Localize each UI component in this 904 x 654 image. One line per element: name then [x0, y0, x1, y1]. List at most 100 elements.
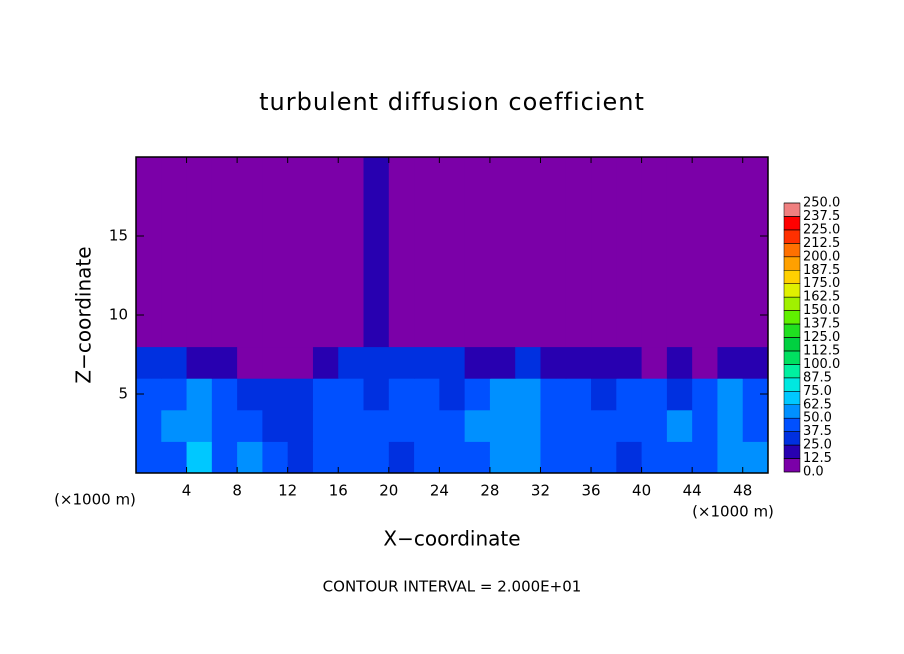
field-cell [211, 441, 238, 474]
field-cell [717, 157, 744, 348]
colorbar-label: 112.5 [803, 343, 840, 358]
field-cell [692, 346, 718, 379]
field-cell [414, 346, 440, 379]
field-cell [312, 441, 339, 474]
field-cell [237, 346, 263, 379]
field-cell [338, 441, 365, 474]
y-axis-label: Z−coordinate [72, 246, 96, 383]
x-tick-label: 36 [581, 482, 600, 500]
field-cell [338, 157, 365, 348]
field-cell [388, 378, 415, 411]
colorbar-swatch [783, 296, 801, 311]
colorbar-label: 212.5 [803, 236, 840, 251]
field-cell [641, 378, 668, 411]
field-cell [666, 378, 693, 411]
x-tick-label: 44 [683, 482, 702, 500]
field-cell [388, 157, 415, 348]
field-cell [161, 346, 188, 379]
colorbar-swatch [783, 323, 801, 338]
field-cell [717, 409, 744, 442]
field-cell [211, 378, 238, 411]
field-cell [211, 346, 238, 379]
field-cell [591, 157, 617, 348]
colorbar-swatch [783, 229, 801, 244]
colorbar-swatch [783, 391, 801, 405]
field-cell [287, 346, 314, 379]
field-cell [237, 441, 263, 474]
field-cell [692, 409, 718, 442]
colorbar-label: 75.0 [803, 384, 832, 399]
field-cell [742, 346, 769, 379]
field-cell [742, 157, 769, 348]
field-cell [489, 346, 516, 379]
field-cell [312, 409, 339, 442]
colorbar-label: 37.5 [803, 424, 832, 439]
field-cell [515, 346, 541, 379]
field-cell [338, 346, 365, 379]
x-tick-label: 24 [430, 482, 449, 500]
field-cell [262, 157, 289, 348]
field-cell [312, 157, 339, 348]
y-unit-label: (×1000 m) [692, 503, 774, 521]
field-cell [641, 409, 668, 442]
field-cell [439, 378, 466, 411]
field-cell [414, 441, 440, 474]
field-cell [136, 346, 162, 379]
field-cell [489, 378, 516, 411]
field-cell [692, 157, 718, 348]
field-cell [591, 409, 617, 442]
field-cell [439, 157, 466, 348]
field-cell [666, 441, 693, 474]
field-cell [262, 441, 289, 474]
field-cell [641, 441, 668, 474]
field-cell [237, 378, 263, 411]
colorbar-swatch [783, 283, 801, 298]
field-cell [666, 157, 693, 348]
field-cell [262, 409, 289, 442]
field-cell [464, 441, 491, 474]
field-cell [414, 409, 440, 442]
field-cell [161, 157, 188, 348]
x-unit-label: (×1000 m) [54, 491, 136, 509]
colorbar-swatch [783, 417, 801, 432]
field-cell [692, 441, 718, 474]
colorbar-label: 0.0 [803, 465, 824, 480]
field-cell [742, 441, 769, 474]
field-cell [414, 378, 440, 411]
field-cell [262, 346, 289, 379]
colorbar-swatch [783, 458, 801, 473]
field-cell [515, 157, 541, 348]
y-tick-label: 5 [118, 385, 128, 403]
field-cell [540, 441, 567, 474]
colorbar-label: 175.0 [803, 276, 840, 291]
colorbar-label: 125.0 [803, 330, 840, 345]
colorbar-label: 62.5 [803, 397, 832, 412]
x-tick-label: 32 [531, 482, 550, 500]
colorbar-swatch [783, 202, 801, 217]
field-cell [666, 346, 693, 379]
colorbar-swatch [783, 350, 801, 365]
colorbar-swatch [783, 243, 801, 258]
colorbar-swatch [783, 270, 801, 284]
field-cell [591, 346, 617, 379]
colorbar-label: 50.0 [803, 411, 832, 426]
field-cell [591, 378, 617, 411]
colorbar-label: 100.0 [803, 357, 840, 372]
field-cell [161, 378, 188, 411]
field-cell [717, 441, 744, 474]
colorbar-label: 25.0 [803, 438, 832, 453]
colorbar-label: 225.0 [803, 222, 840, 237]
colorbar-label: 12.5 [803, 451, 832, 466]
y-tick-label: 15 [109, 227, 128, 245]
field-cell [211, 409, 238, 442]
field-cell [540, 378, 567, 411]
field-cell [338, 409, 365, 442]
colorbar-label: 200.0 [803, 249, 840, 264]
colorbar-swatch [783, 404, 801, 419]
field-cell [717, 346, 744, 379]
field-cell [388, 346, 415, 379]
field-cell [338, 378, 365, 411]
field-cell [262, 378, 289, 411]
colorbar-label: 87.5 [803, 370, 832, 385]
